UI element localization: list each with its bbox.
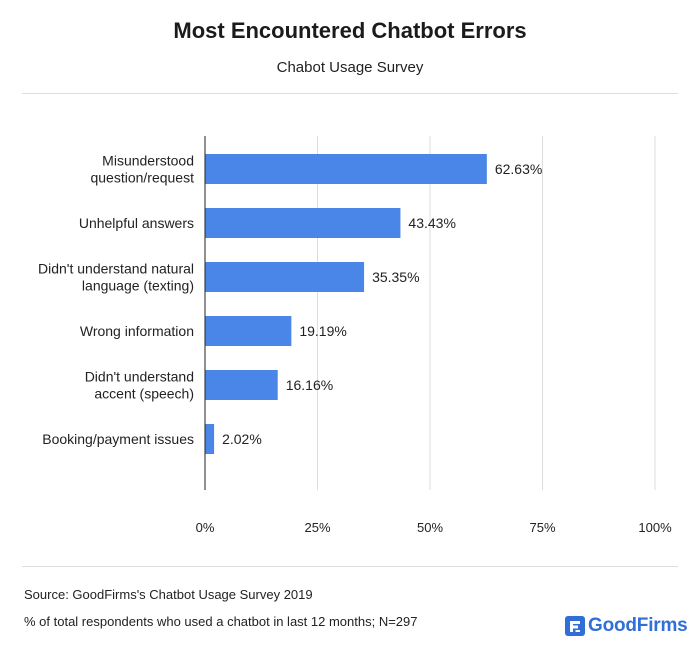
- bar-value-label: 43.43%: [408, 215, 455, 231]
- category-label: language (texting): [82, 278, 194, 294]
- x-tick-label: 50%: [417, 520, 443, 535]
- bar-value-label: 35.35%: [372, 269, 419, 285]
- bar: [205, 154, 487, 184]
- bar: [205, 316, 292, 346]
- chart-subtitle: Chabot Usage Survey: [276, 59, 424, 76]
- bar: [205, 424, 215, 454]
- category-label: Wrong information: [80, 323, 194, 339]
- top-divider: [22, 93, 678, 94]
- logo-text: GoodFirms: [588, 615, 688, 636]
- bar-value-label: 62.63%: [495, 161, 542, 177]
- bar-value-label: 2.02%: [222, 431, 262, 447]
- bottom-divider: [22, 566, 678, 567]
- category-label: Misunderstood: [102, 153, 194, 169]
- category-label: accent (speech): [94, 386, 194, 402]
- goodfirms-logo-icon: [565, 616, 585, 636]
- bar: [205, 262, 365, 292]
- bar-value-label: 19.19%: [299, 323, 346, 339]
- respondents-note: % of total respondents who used a chatbo…: [24, 614, 418, 629]
- x-tick-label: 75%: [529, 520, 555, 535]
- source-note: Source: GoodFirms's Chatbot Usage Survey…: [24, 587, 313, 602]
- category-label: Booking/payment issues: [42, 431, 194, 447]
- bar: [205, 370, 278, 400]
- x-tick-label: 0%: [196, 520, 215, 535]
- category-label: Didn't understand: [85, 369, 194, 385]
- goodfirms-logo: GoodFirms: [565, 615, 688, 637]
- x-tick-label: 100%: [638, 520, 672, 535]
- chart-title: Most Encountered Chatbot Errors: [173, 18, 527, 43]
- category-label: question/request: [90, 170, 194, 186]
- bar-value-label: 16.16%: [286, 377, 333, 393]
- category-label: Unhelpful answers: [79, 215, 194, 231]
- bar-chart: 62.63% 43.43% 35.35% 19.19% 16.16% 2.02% Misun…: [38, 136, 672, 535]
- category-label: Didn't understand natural: [38, 261, 194, 277]
- x-tick-label: 25%: [304, 520, 330, 535]
- bar: [205, 208, 401, 238]
